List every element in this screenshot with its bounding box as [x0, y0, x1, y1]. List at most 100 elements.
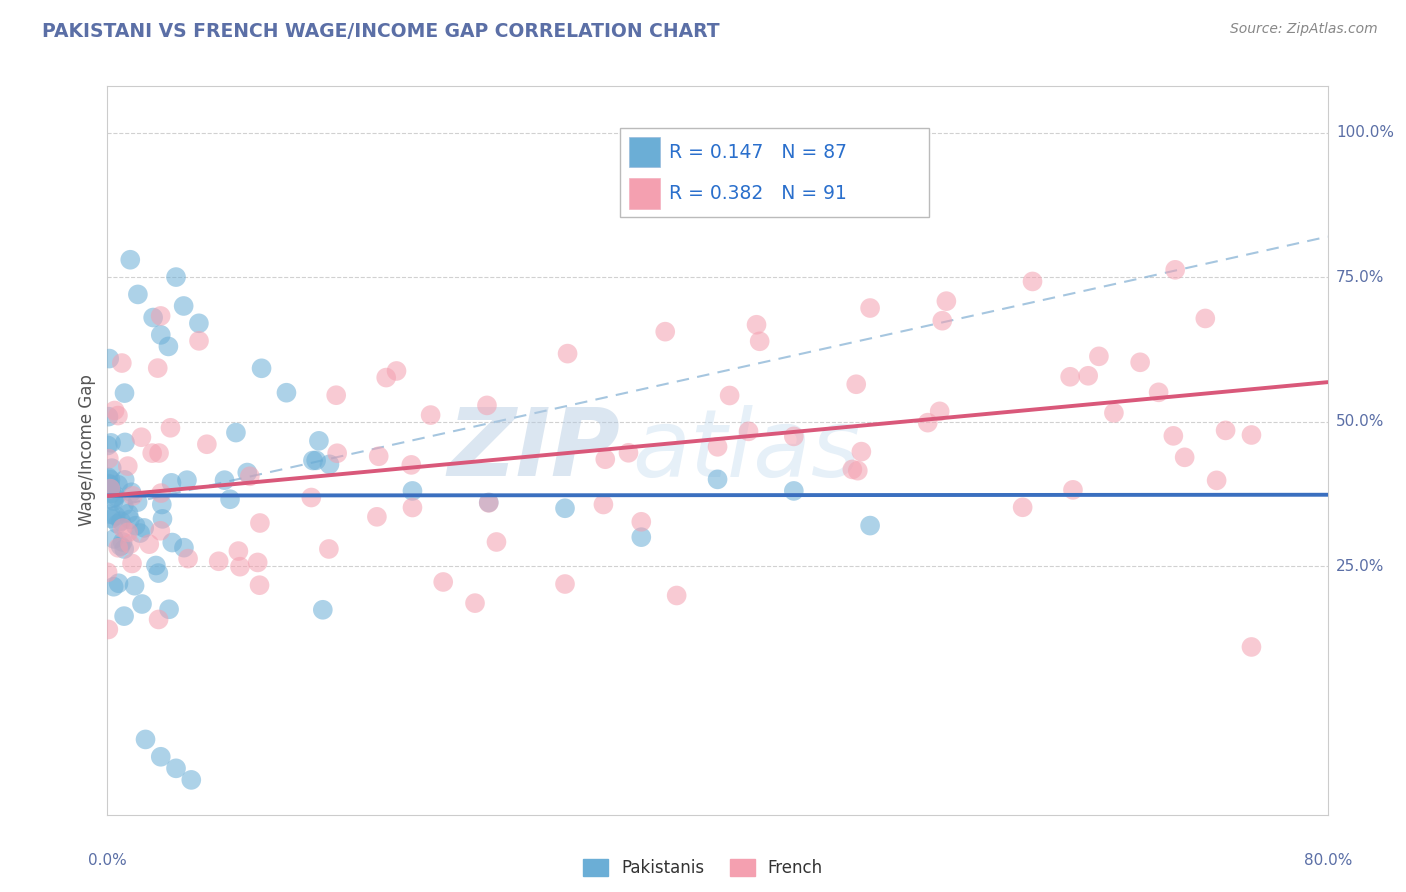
Point — [249, 578, 271, 592]
Point — [150, 486, 173, 500]
Point — [249, 516, 271, 530]
Point — [100, 508, 122, 522]
Point — [117, 525, 139, 540]
Point — [118, 512, 141, 526]
Point — [107, 541, 129, 555]
Text: atlas: atlas — [633, 405, 860, 496]
Point — [97, 470, 120, 484]
Point — [214, 473, 236, 487]
Point — [236, 466, 259, 480]
Point — [464, 596, 486, 610]
Point — [302, 453, 325, 467]
Point — [1102, 406, 1125, 420]
Point — [228, 544, 250, 558]
Point — [246, 556, 269, 570]
Point — [935, 294, 957, 309]
Point — [111, 521, 134, 535]
Point — [100, 511, 122, 525]
Point — [100, 473, 122, 487]
Point — [121, 485, 143, 500]
Point — [225, 425, 247, 440]
Text: 50.0%: 50.0% — [1336, 414, 1385, 429]
Point — [131, 597, 153, 611]
Point — [229, 559, 252, 574]
Point — [160, 475, 183, 490]
Point — [165, 270, 187, 285]
Point — [110, 514, 132, 528]
Point — [117, 459, 139, 474]
Text: PAKISTANI VS FRENCH WAGE/INCOME GAP CORRELATION CHART: PAKISTANI VS FRENCH WAGE/INCOME GAP CORR… — [42, 22, 720, 41]
Point — [1021, 275, 1043, 289]
Point — [107, 477, 129, 491]
Point — [846, 464, 869, 478]
Point — [114, 435, 136, 450]
Point — [851, 444, 873, 458]
Point — [630, 530, 652, 544]
Point — [159, 421, 181, 435]
Point — [593, 452, 616, 467]
Point — [928, 404, 950, 418]
Text: 75.0%: 75.0% — [1336, 269, 1385, 285]
Point — [1164, 262, 1187, 277]
Point — [173, 541, 195, 555]
Point — [1174, 450, 1197, 465]
Point — [325, 388, 347, 402]
Point — [97, 409, 120, 424]
Point — [100, 486, 122, 500]
Point — [1059, 369, 1081, 384]
Point — [326, 446, 349, 460]
Point — [299, 491, 322, 505]
Point — [177, 551, 200, 566]
Text: 0.0%: 0.0% — [89, 854, 127, 868]
Point — [783, 429, 806, 443]
Point — [141, 446, 163, 460]
Point — [665, 589, 688, 603]
Point — [149, 749, 172, 764]
Point — [149, 309, 172, 323]
Point — [845, 377, 868, 392]
Point — [557, 346, 579, 360]
Point — [162, 535, 184, 549]
Point — [1240, 428, 1263, 442]
Point — [146, 361, 169, 376]
Point — [745, 318, 768, 332]
Point — [145, 558, 167, 573]
Text: 100.0%: 100.0% — [1336, 125, 1395, 140]
Point — [165, 761, 187, 775]
Point — [97, 451, 120, 466]
Point — [112, 541, 135, 556]
Point — [419, 408, 441, 422]
Point — [120, 252, 142, 267]
Point — [718, 388, 741, 402]
Point — [783, 483, 806, 498]
Point — [308, 434, 330, 448]
Point — [1240, 640, 1263, 654]
Point — [107, 576, 129, 591]
FancyBboxPatch shape — [630, 137, 661, 168]
Point — [138, 537, 160, 551]
Point — [148, 446, 170, 460]
Point — [401, 458, 423, 472]
Text: 25.0%: 25.0% — [1336, 558, 1385, 574]
Point — [148, 566, 170, 580]
Point — [112, 499, 135, 513]
Legend: Pakistanis, French: Pakistanis, French — [576, 852, 830, 884]
Point — [150, 498, 173, 512]
Point — [737, 425, 759, 439]
Point — [152, 512, 174, 526]
Point — [617, 446, 640, 460]
Point — [318, 458, 340, 472]
Point — [103, 532, 125, 546]
Point — [111, 535, 134, 549]
Point — [841, 462, 863, 476]
Text: R = 0.382   N = 91: R = 0.382 N = 91 — [669, 184, 848, 202]
Point — [117, 507, 139, 521]
Point — [1163, 429, 1185, 443]
Point — [97, 623, 120, 637]
Point — [103, 490, 125, 504]
Point — [367, 450, 389, 464]
Point — [195, 437, 218, 451]
Point — [475, 398, 498, 412]
Point — [1147, 385, 1170, 400]
Point — [98, 351, 121, 366]
